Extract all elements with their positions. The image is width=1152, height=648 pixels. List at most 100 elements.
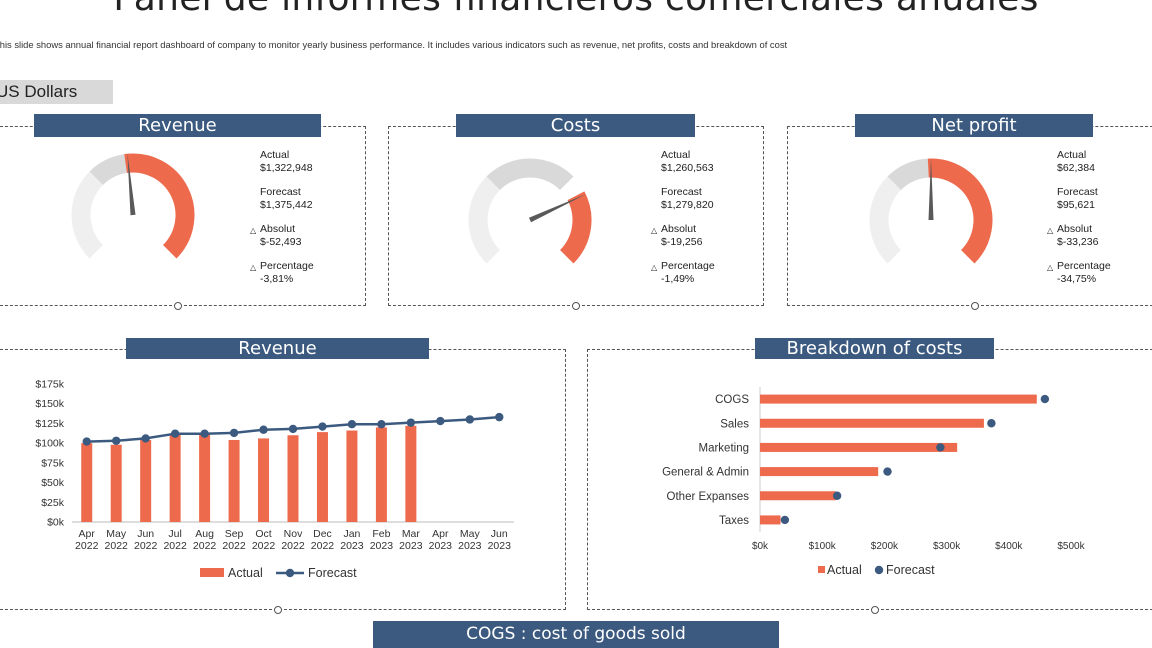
legend-actual-swatch bbox=[200, 568, 224, 577]
forecast-value: $1,279,820 bbox=[661, 199, 714, 211]
percentage-label: Percentage bbox=[1057, 260, 1111, 272]
gauge-needle bbox=[127, 153, 136, 216]
category-label: Marketing bbox=[699, 442, 750, 454]
page-subtitle: This slide shows annual financial report… bbox=[0, 39, 788, 50]
forecast-point bbox=[465, 415, 474, 424]
actual-bar bbox=[760, 515, 781, 525]
percentage-label: Percentage bbox=[661, 260, 715, 272]
x-tick-year: 2023 bbox=[370, 540, 394, 552]
absolute-label: Absolut bbox=[260, 223, 296, 235]
actual-bar bbox=[228, 439, 240, 522]
category-label: Sales bbox=[720, 418, 749, 430]
x-tick-label: $400k bbox=[995, 541, 1023, 552]
net-profit-gauge-header: Net profit bbox=[855, 114, 1093, 137]
x-tick-month: Jul bbox=[168, 528, 181, 540]
revenue-gauge-stats: Actual $1,322,948 Forecast $1,375,442 △ Abs… bbox=[250, 149, 314, 297]
legend-forecast-marker bbox=[874, 565, 884, 575]
actual-bar bbox=[169, 433, 181, 522]
x-tick-month: Feb bbox=[372, 528, 390, 540]
x-tick-year: 2022 bbox=[222, 540, 246, 552]
forecast-dot bbox=[936, 443, 945, 452]
percentage-value: -3,81% bbox=[260, 273, 294, 285]
costs-breakdown-header: Breakdown of costs bbox=[755, 338, 994, 359]
forecast-point bbox=[495, 412, 504, 422]
forecast-point bbox=[259, 425, 268, 434]
absolute-value: $-19,256 bbox=[661, 236, 703, 248]
percentage-label: Percentage bbox=[260, 260, 314, 272]
delta-icon: △ bbox=[651, 226, 658, 235]
x-tick-month: Jan bbox=[343, 528, 360, 540]
x-tick-year: 2023 bbox=[340, 540, 364, 552]
actual-bar bbox=[375, 427, 387, 522]
forecast-point bbox=[377, 420, 386, 429]
forecast-point bbox=[229, 428, 239, 438]
revenue-chart-header: Revenue bbox=[126, 338, 429, 359]
forecast-point bbox=[112, 436, 121, 445]
x-tick-month: Apr bbox=[432, 528, 449, 540]
forecast-dot bbox=[987, 419, 996, 428]
panel-handle bbox=[871, 606, 879, 614]
percentage-value: -1,49% bbox=[661, 273, 695, 285]
forecast-value: $95,621 bbox=[1057, 199, 1095, 211]
forecast-point bbox=[406, 418, 416, 427]
x-tick-month: Apr bbox=[79, 528, 96, 540]
x-tick-year: 2022 bbox=[134, 540, 158, 552]
percentage-value: -34,75% bbox=[1057, 273, 1097, 285]
category-label: COGS bbox=[715, 394, 749, 406]
x-tick-year: 2022 bbox=[281, 540, 305, 552]
costs-gauge-stats: Actual $1,260,563 Forecast $1,279,820 △ Abs… bbox=[651, 149, 715, 297]
forecast-point bbox=[288, 424, 298, 434]
panel-handle bbox=[274, 606, 282, 614]
y-tick-label: $150k bbox=[35, 398, 64, 410]
gauge-needle bbox=[928, 158, 934, 220]
x-tick-month: Jun bbox=[491, 528, 508, 540]
panel-handle bbox=[174, 302, 182, 310]
actual-bar bbox=[405, 425, 417, 522]
forecast-label: Forecast bbox=[661, 186, 702, 198]
actual-label: Actual bbox=[260, 149, 290, 161]
x-tick-label: $100k bbox=[809, 541, 837, 552]
actual-value: $1,260,563 bbox=[661, 162, 714, 174]
category-label: Taxes bbox=[719, 515, 749, 527]
actual-value: $62,384 bbox=[1057, 162, 1095, 174]
x-tick-month: Jun bbox=[137, 528, 154, 540]
x-tick-label: $0k bbox=[752, 541, 769, 552]
x-tick-year: 2023 bbox=[488, 540, 512, 552]
actual-bar bbox=[199, 433, 211, 522]
gauge-track-low bbox=[869, 176, 902, 264]
actual-label: Actual bbox=[661, 149, 691, 161]
absolute-value: $-33,236 bbox=[1057, 236, 1099, 248]
x-tick-year: 2022 bbox=[75, 540, 99, 552]
x-tick-year: 2022 bbox=[311, 540, 335, 552]
legend-actual-swatch bbox=[818, 566, 825, 573]
forecast-point bbox=[141, 434, 150, 443]
forecast-dot bbox=[832, 491, 842, 500]
footer-note: COGS : cost of goods sold bbox=[373, 621, 779, 648]
absolute-value: $-52,493 bbox=[260, 236, 302, 248]
y-tick-label: $125k bbox=[35, 418, 64, 430]
costs-breakdown-chart: COGS Sales Marketing General & Admin Other E… bbox=[662, 387, 1086, 577]
gauge-track-mid bbox=[486, 158, 574, 191]
forecast-dot bbox=[1040, 394, 1050, 404]
delta-icon: △ bbox=[250, 263, 257, 272]
absolute-label: Absolut bbox=[661, 223, 697, 235]
net-profit-gauge bbox=[869, 158, 993, 264]
x-tick-year: 2023 bbox=[429, 540, 453, 552]
actual-bar bbox=[760, 418, 984, 428]
gauge-actual-arc bbox=[559, 191, 592, 264]
y-tick-label: $100k bbox=[35, 438, 64, 450]
forecast-point bbox=[170, 429, 180, 438]
x-tick-month: May bbox=[460, 528, 481, 540]
actual-bar bbox=[760, 394, 1037, 404]
x-tick-year: 2022 bbox=[163, 540, 187, 552]
x-tick-year: 2023 bbox=[458, 540, 482, 552]
y-tick-label: $25k bbox=[41, 497, 65, 509]
actual-bar bbox=[258, 438, 270, 522]
x-tick-label: $500k bbox=[1057, 541, 1085, 552]
x-tick-month: Nov bbox=[284, 528, 303, 540]
actual-bar bbox=[760, 467, 879, 477]
legend-forecast-marker bbox=[285, 568, 295, 578]
absolute-label: Absolut bbox=[1057, 223, 1093, 235]
forecast-point bbox=[200, 429, 209, 438]
actual-bar bbox=[316, 432, 328, 522]
